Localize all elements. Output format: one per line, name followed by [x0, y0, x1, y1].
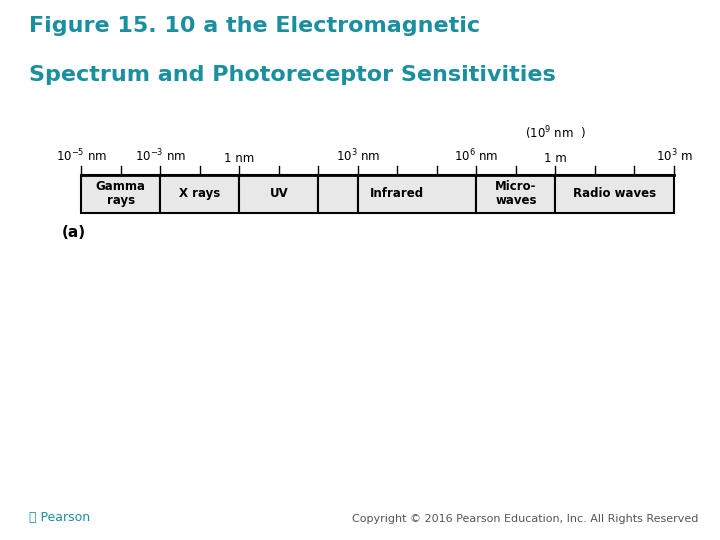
Text: Spectrum and Photoreceptor Sensitivities: Spectrum and Photoreceptor Sensitivities — [29, 65, 556, 85]
Text: Gamma
rays: Gamma rays — [96, 180, 146, 207]
Bar — [358, 175, 477, 213]
Bar — [318, 175, 358, 213]
Text: X rays: X rays — [179, 187, 220, 200]
Text: 1 nm: 1 nm — [224, 152, 254, 165]
Text: 10$^{-5}$ nm: 10$^{-5}$ nm — [55, 148, 107, 165]
Text: 10$^{3}$ nm: 10$^{3}$ nm — [336, 148, 380, 165]
Bar — [477, 175, 555, 213]
Text: 10$^{3}$ m: 10$^{3}$ m — [655, 148, 693, 165]
Text: Infrared: Infrared — [370, 187, 425, 200]
Text: 1 m: 1 m — [544, 152, 567, 165]
Text: Micro-
waves: Micro- waves — [495, 180, 536, 207]
Text: 10$^{-3}$ nm: 10$^{-3}$ nm — [135, 148, 186, 165]
Text: Figure 15. 10 a the Electromagnetic: Figure 15. 10 a the Electromagnetic — [29, 16, 480, 36]
Text: UV: UV — [269, 187, 288, 200]
Bar — [555, 175, 674, 213]
Text: 10$^{6}$ nm: 10$^{6}$ nm — [454, 148, 499, 165]
Text: Ⓟ Pearson: Ⓟ Pearson — [29, 511, 90, 524]
Text: Radio waves: Radio waves — [573, 187, 657, 200]
Bar — [239, 175, 318, 213]
Text: (a): (a) — [61, 226, 86, 240]
Bar — [81, 175, 161, 213]
Text: (10$^{9}$ nm  ): (10$^{9}$ nm ) — [525, 124, 586, 142]
Text: Copyright © 2016 Pearson Education, Inc. All Rights Reserved: Copyright © 2016 Pearson Education, Inc.… — [352, 514, 698, 524]
Bar — [161, 175, 239, 213]
